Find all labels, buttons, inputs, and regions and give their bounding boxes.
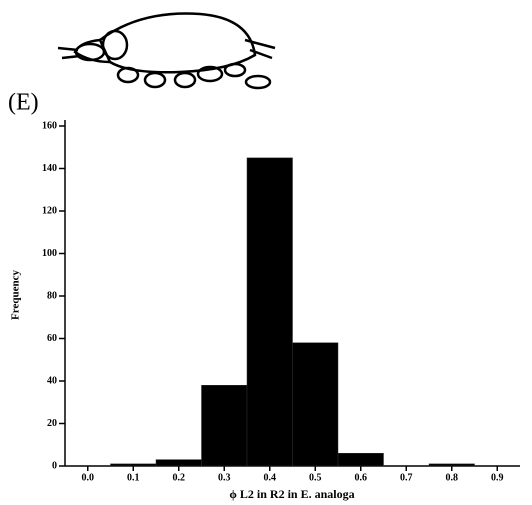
x-tick-label: 0.5 xyxy=(309,472,322,483)
y-tick-label: 120 xyxy=(42,205,57,216)
x-tick-label: 0.2 xyxy=(173,472,186,483)
bar xyxy=(246,157,293,467)
x-tick-label: 0.7 xyxy=(400,472,413,483)
x-tick-label: 0.4 xyxy=(264,472,277,483)
y-tick-label: 0 xyxy=(52,460,57,471)
x-axis-label: ϕ L2 in R2 in E. analoga xyxy=(229,487,354,501)
y-tick-label: 20 xyxy=(47,418,57,429)
x-tick-label: 0.0 xyxy=(82,472,95,483)
x-tick-label: 0.3 xyxy=(218,472,231,483)
y-axis-label: Frequency xyxy=(10,270,22,320)
x-tick-label: 0.8 xyxy=(446,472,459,483)
y-tick-label: 100 xyxy=(42,248,57,259)
bar xyxy=(428,463,475,467)
y-tick-label: 60 xyxy=(47,333,57,344)
bar xyxy=(337,453,384,467)
panel-label: (E) xyxy=(8,90,39,116)
bar xyxy=(292,342,339,467)
y-tick-label: 140 xyxy=(42,163,57,174)
x-tick-label: 0.9 xyxy=(491,472,504,483)
bar xyxy=(201,385,248,467)
bar xyxy=(110,463,157,467)
y-tick-label: 160 xyxy=(42,120,57,131)
y-tick-label: 40 xyxy=(47,375,57,386)
x-tick-label: 0.6 xyxy=(355,472,368,483)
x-tick-label: 0.1 xyxy=(127,472,140,483)
bar xyxy=(155,459,202,467)
y-tick-label: 80 xyxy=(47,290,57,301)
crab-illustration xyxy=(57,12,276,90)
